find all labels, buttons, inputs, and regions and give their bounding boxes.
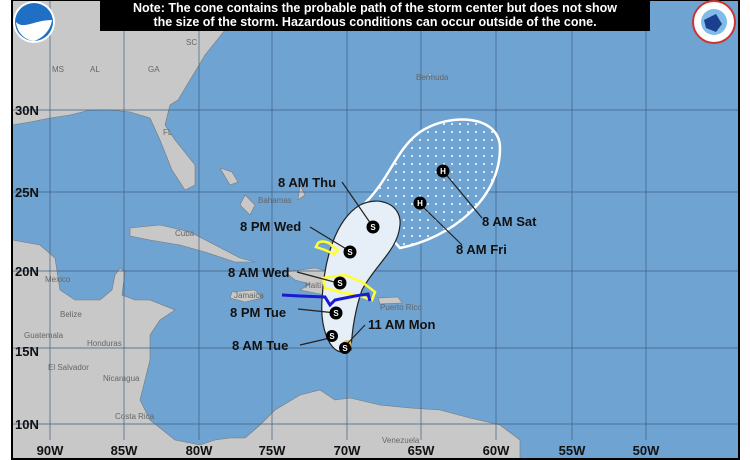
forecast-time-label: 8 AM Tue — [232, 338, 288, 353]
forecast-point: S — [366, 220, 380, 234]
lat-lon-grid — [12, 0, 739, 440]
tropical-storm-watch — [314, 240, 340, 256]
svg-text:S: S — [337, 279, 343, 288]
svg-text:H: H — [440, 167, 446, 176]
svg-text:S: S — [342, 344, 348, 353]
place-label: El Salvador — [48, 363, 89, 372]
forecast-point: S — [333, 276, 347, 290]
forecast-points: S S S S S S H H — [326, 164, 450, 354]
latitude-label: 30N — [15, 103, 39, 118]
place-label: SC — [186, 38, 197, 47]
longitude-label: 65W — [408, 443, 435, 458]
forecast-point: S — [343, 245, 357, 259]
place-label: FL — [163, 128, 173, 137]
longitude-label: 55W — [559, 443, 586, 458]
forecast-time-label: 11 AM Mon — [368, 317, 435, 332]
note-line-2: the size of the storm. Hazardous conditi… — [153, 15, 597, 29]
svg-text:H: H — [417, 199, 423, 208]
noaa-logo — [13, 1, 55, 43]
longitude-label: 85W — [111, 443, 138, 458]
longitude-label: 80W — [186, 443, 213, 458]
place-label: Nicaragua — [103, 374, 140, 383]
latitude-label: 20N — [15, 264, 39, 279]
place-label: Venezuela — [382, 436, 420, 445]
longitude-label: 60W — [483, 443, 510, 458]
svg-text:S: S — [329, 332, 335, 341]
place-label: Guatemala — [24, 331, 64, 340]
place-label: MS — [52, 65, 64, 74]
forecast-point: S — [329, 306, 343, 320]
forecast-time-label: 8 AM Thu — [278, 175, 336, 190]
place-label: Bermuda — [416, 73, 449, 82]
longitude-label: 70W — [334, 443, 361, 458]
latitude-label: 10N — [15, 417, 39, 432]
tropical-storm-watch — [321, 273, 377, 302]
latitude-label: 25N — [15, 185, 39, 200]
place-label: Bahamas — [258, 196, 292, 205]
place-label: AL — [90, 65, 100, 74]
forecast-time-label: 8 PM Wed — [240, 219, 301, 234]
forecast-point: H — [436, 164, 450, 178]
forecast-point: S — [339, 342, 351, 354]
place-label: Honduras — [87, 339, 122, 348]
cone-disclaimer-note: Note: The cone contains the probable pat… — [100, 0, 650, 31]
longitude-label: 90W — [37, 443, 64, 458]
tropical-storm-warning — [281, 292, 372, 308]
forecast-point: H — [413, 196, 427, 210]
place-label: Haiti — [305, 281, 321, 290]
note-line-1: Note: The cone contains the probable pat… — [132, 1, 618, 15]
puerto-rico — [377, 296, 403, 305]
forecast-time-label: 8 PM Tue — [230, 305, 286, 320]
svg-text:S: S — [333, 309, 339, 318]
forecast-point: S — [326, 330, 338, 342]
place-label: Costa Rica — [115, 412, 155, 421]
longitude-label: 50W — [633, 443, 660, 458]
cuba — [129, 224, 256, 263]
place-label: Puerto Rico — [380, 303, 422, 312]
svg-text:S: S — [347, 248, 353, 257]
jamaica — [229, 289, 263, 303]
place-label: Cuba — [175, 229, 195, 238]
svg-text:S: S — [370, 223, 376, 232]
forecast-time-label: 8 AM Fri — [456, 242, 507, 257]
place-label: Mexico — [45, 275, 71, 284]
place-label: Belize — [60, 310, 82, 319]
nws-logo — [692, 0, 736, 44]
longitude-label: 75W — [259, 443, 286, 458]
forecast-time-label: 8 AM Sat — [482, 214, 537, 229]
forecast-time-label: 8 AM Wed — [228, 265, 289, 280]
latitude-label: 15N — [15, 344, 39, 359]
place-label: GA — [148, 65, 160, 74]
place-label: Jamaica — [234, 291, 264, 300]
